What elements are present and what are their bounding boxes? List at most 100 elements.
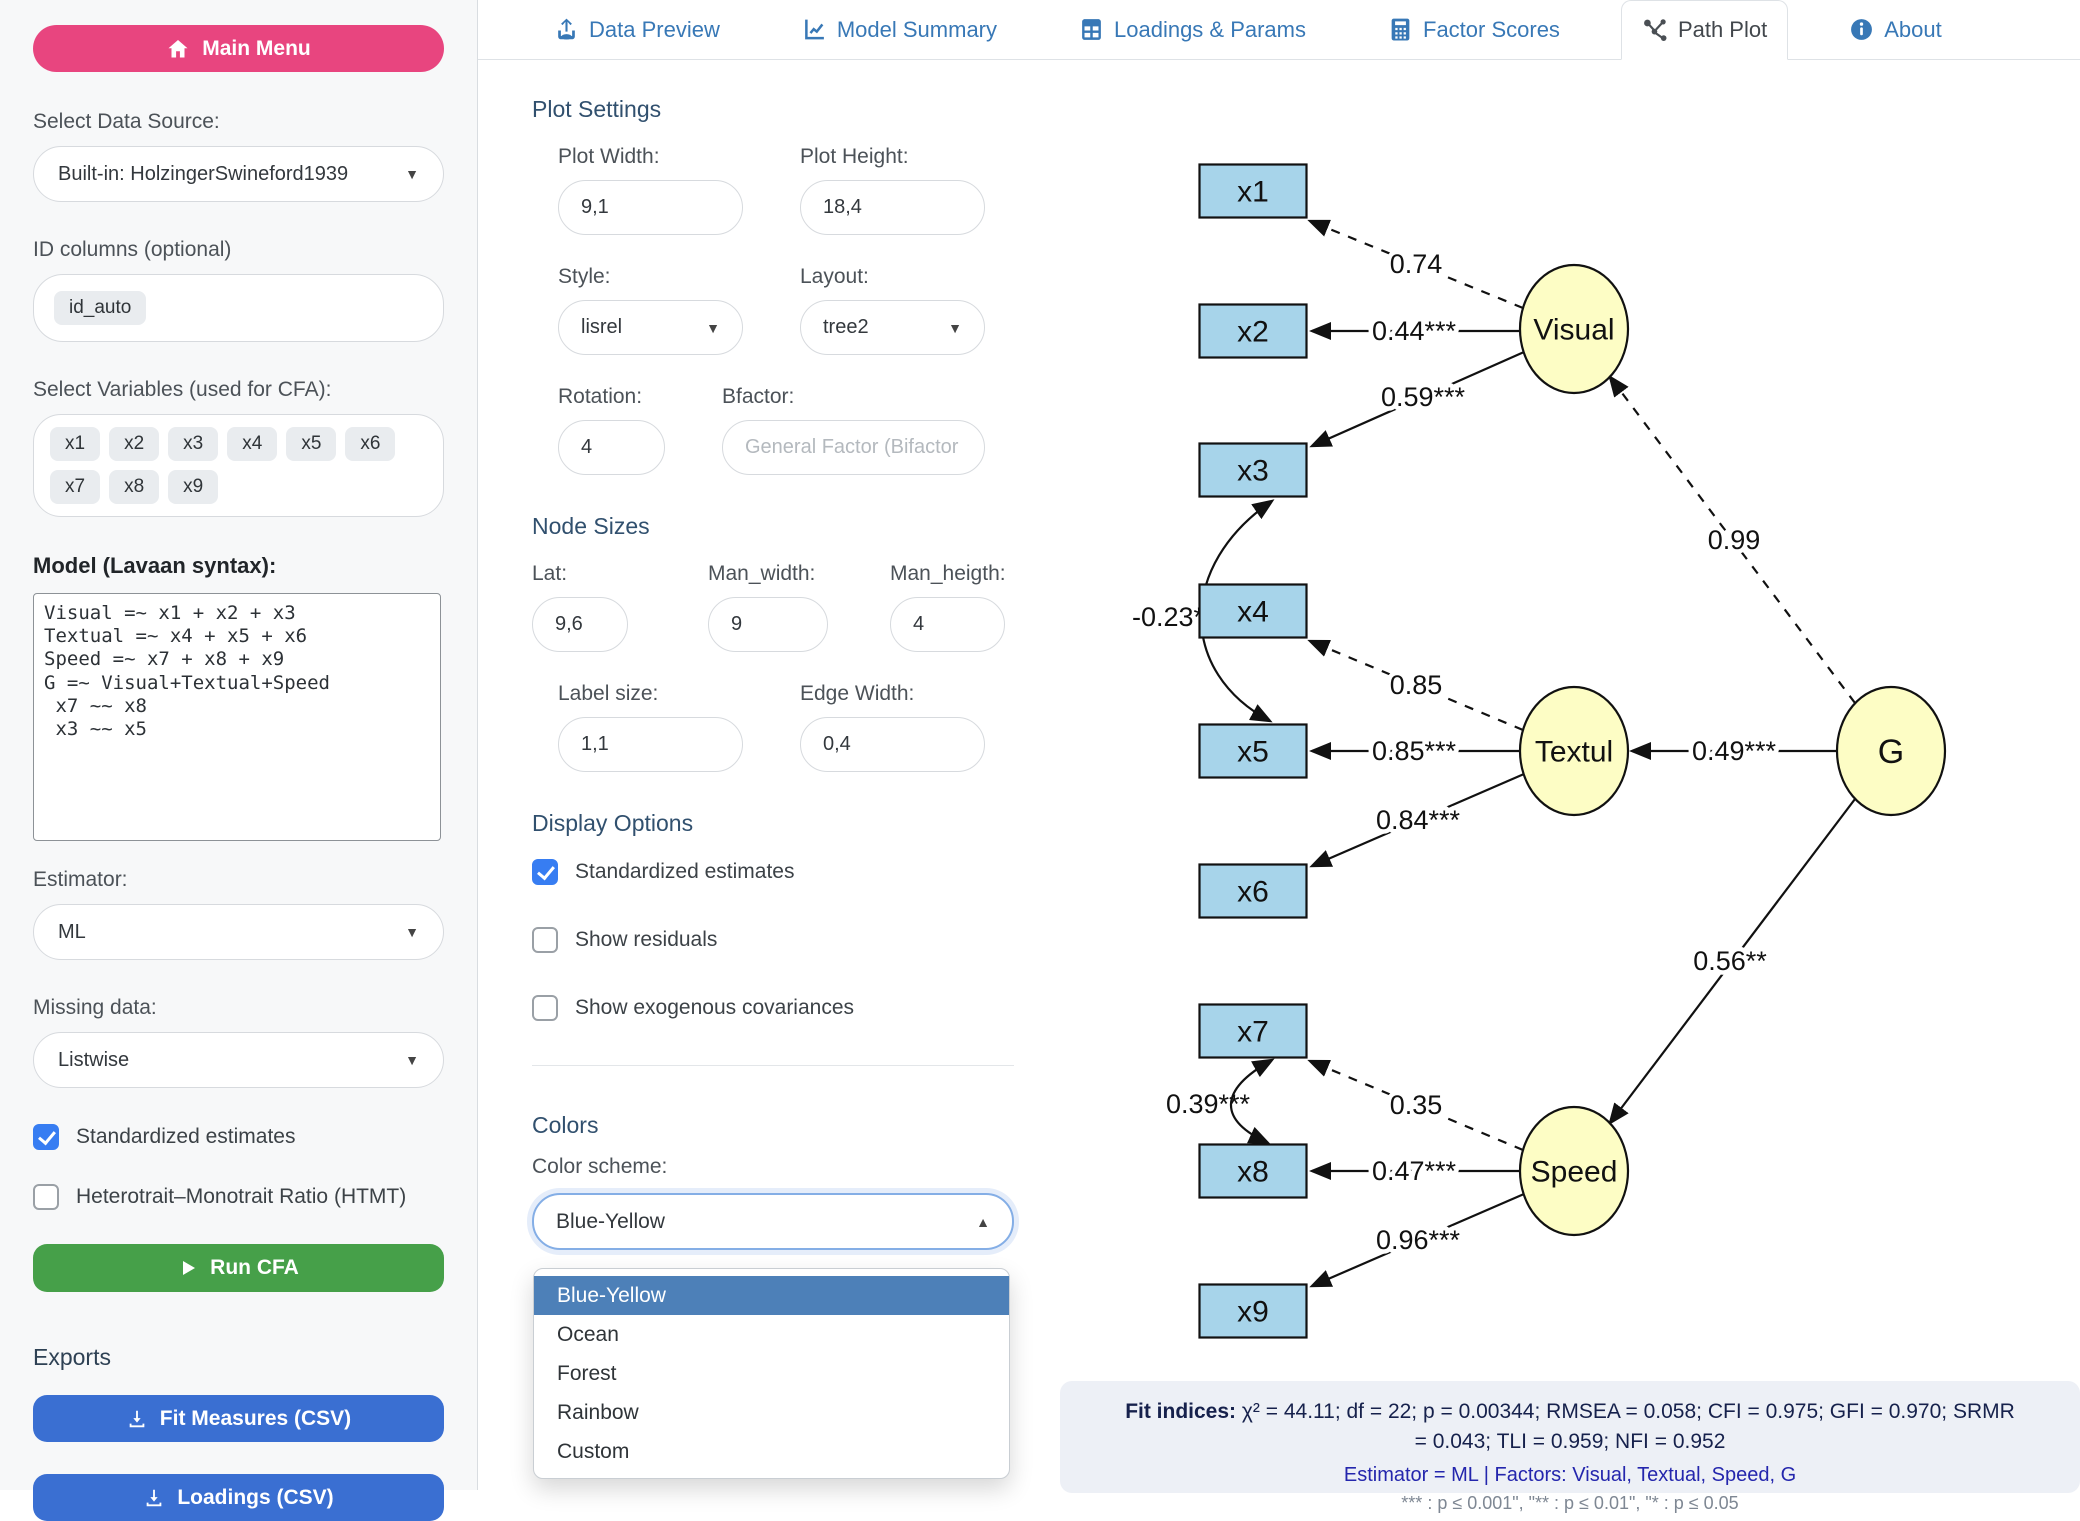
scheme-option-blue-yellow[interactable]: Blue-Yellow — [534, 1276, 1009, 1315]
missing-data-select[interactable]: Listwise ▼ — [33, 1032, 444, 1088]
edge-width-input[interactable] — [800, 717, 985, 772]
variable-tag-x9[interactable]: x9 — [168, 470, 219, 504]
variable-tag-x5[interactable]: x5 — [286, 427, 337, 461]
tab-loadings-params[interactable]: Loadings & Params — [1058, 0, 1327, 59]
tab-model-summary[interactable]: Model Summary — [781, 0, 1018, 59]
data-source-select[interactable]: Built-in: HolzingerSwineford1939 ▼ — [33, 146, 444, 202]
plot-width-label: Plot Width: — [558, 145, 660, 168]
lat-label: Lat: — [532, 562, 568, 585]
variable-tag-x8[interactable]: x8 — [109, 470, 160, 504]
variables-input[interactable]: x1 x2 x3 x4 x5 x6 x7 x8 x9 — [33, 414, 444, 517]
standardized-estimates-checkbox-row[interactable]: Standardized estimates — [33, 1124, 444, 1150]
main-menu-label: Main Menu — [202, 36, 311, 60]
rotation-input[interactable] — [558, 420, 665, 475]
manifest-node-label-x5: x5 — [1237, 736, 1269, 769]
missing-data-value: Listwise — [58, 1048, 130, 1071]
plot-height-label: Plot Height: — [800, 145, 909, 168]
plot-settings-heading: Plot Settings — [532, 96, 662, 122]
scheme-option-rainbow[interactable]: Rainbow — [557, 1400, 639, 1424]
style-select[interactable]: lisrel ▼ — [558, 300, 743, 355]
lat-input[interactable] — [532, 597, 628, 652]
edge-width-label: Edge Width: — [800, 682, 915, 705]
checkbox-checked-icon[interactable] — [532, 859, 558, 885]
manifest-node-x8 — [1198, 1143, 1308, 1199]
htmt-checkbox-row[interactable]: Heterotrait–Monotrait Ratio (HTMT) — [33, 1184, 444, 1210]
tab-label: Data Preview — [589, 16, 720, 42]
show-residuals-label: Show residuals — [575, 928, 718, 951]
man-height-label: Man_heigth: — [890, 562, 1006, 585]
plot-settings-panel: Plot Settings Plot Width: Plot Height: S… — [532, 60, 1014, 1250]
man-width-input[interactable] — [708, 597, 828, 652]
path-edge-6 — [1309, 772, 1525, 868]
tab-data-preview[interactable]: Data Preview — [533, 0, 741, 59]
plot-height-input[interactable] — [800, 180, 985, 235]
checkbox-unchecked-icon[interactable] — [33, 1184, 59, 1210]
model-syntax-textarea[interactable]: Visual =~ x1 + x2 + x3 Textual =~ x4 + x… — [33, 593, 441, 841]
plot-width-input[interactable] — [558, 180, 743, 235]
tab-factor-scores[interactable]: Factor Scores — [1367, 0, 1581, 59]
scheme-option-ocean[interactable]: Ocean — [557, 1322, 619, 1346]
export-fit-measures-button[interactable]: Fit Measures (CSV) — [33, 1395, 444, 1442]
fit-estimator-text: Estimator = ML | Factors: Visual, Textua… — [1343, 1463, 1797, 1486]
export-loadings-button[interactable]: Loadings (CSV) — [33, 1474, 444, 1521]
edge-label-3: 0.99 — [1708, 525, 1761, 555]
layout-select[interactable]: tree2 ▼ — [800, 300, 985, 355]
label-size-input[interactable] — [558, 717, 743, 772]
edge-label-11: 0.96*** — [1376, 1225, 1461, 1255]
download-icon — [126, 1408, 148, 1430]
data-source-label: Select Data Source: — [33, 110, 220, 133]
estimator-label: Estimator: — [33, 868, 128, 891]
variable-tag-x7[interactable]: x7 — [50, 470, 101, 504]
chevron-down-icon: ▼ — [948, 319, 962, 336]
variable-tag-x2[interactable]: x2 — [109, 427, 160, 461]
bfactor-input[interactable] — [722, 420, 985, 475]
variable-tag-x6[interactable]: x6 — [345, 427, 396, 461]
tab-label: Model Summary — [836, 16, 997, 42]
id-columns-input[interactable]: id_auto — [33, 274, 444, 342]
color-scheme-select[interactable]: Blue-Yellow ▲ — [532, 1193, 1014, 1250]
exports-heading: Exports — [33, 1344, 111, 1370]
show-exogenous-covariances-row[interactable]: Show exogenous covariances — [532, 995, 1014, 1021]
manifest-node-label-x8: x8 — [1237, 1156, 1269, 1189]
variable-tag-x4[interactable]: x4 — [227, 427, 278, 461]
manifest-node-x9 — [1198, 1283, 1308, 1339]
man-height-input[interactable] — [890, 597, 1005, 652]
checkbox-checked-icon[interactable] — [33, 1124, 59, 1150]
scheme-option-forest[interactable]: Forest — [557, 1361, 617, 1385]
manifest-node-x3 — [1198, 442, 1308, 498]
run-cfa-button[interactable]: Run CFA — [33, 1244, 444, 1292]
variable-tag-x1[interactable]: x1 — [50, 427, 101, 461]
tab-path-plot[interactable]: Path Plot — [1620, 0, 1789, 60]
color-scheme-label: Color scheme: — [532, 1155, 668, 1178]
latent-node-label-Speed: Speed — [1531, 1156, 1618, 1189]
show-exogenous-covariances-label: Show exogenous covariances — [575, 996, 855, 1019]
section-divider — [532, 1065, 1014, 1066]
edge-label-2: 0.59*** — [1381, 382, 1466, 412]
edge-label-0: 0.74 — [1390, 249, 1443, 279]
id-tag-id_auto[interactable]: id_auto — [54, 291, 147, 325]
checkbox-unchecked-icon[interactable] — [532, 995, 558, 1021]
label-size-label: Label size: — [558, 682, 659, 705]
estimator-select[interactable]: ML ▼ — [33, 904, 444, 960]
main-menu-button[interactable]: Main Menu — [33, 25, 444, 72]
path-edge-2 — [1309, 350, 1525, 448]
estimator-value: ML — [58, 920, 86, 943]
show-residuals-row[interactable]: Show residuals — [532, 927, 1014, 953]
checkbox-unchecked-icon[interactable] — [532, 927, 558, 953]
path-edge-3 — [1608, 374, 1856, 704]
missing-data-label: Missing data: — [33, 996, 157, 1019]
standardized-estimates-option-row[interactable]: Standardized estimates — [532, 859, 1014, 885]
path-edge-4 — [1307, 639, 1524, 732]
tab-label: Factor Scores — [1423, 16, 1560, 42]
tab-about[interactable]: About — [1828, 0, 1963, 59]
manifest-node-label-x1: x1 — [1237, 176, 1269, 209]
variable-tag-x3[interactable]: x3 — [168, 427, 219, 461]
fit-indices-text: Fit indices: χ² = 44.11; df = 22; p = 0.… — [1120, 1397, 2020, 1458]
latent-node-label-Visual: Visual — [1533, 314, 1614, 347]
manifest-node-x2 — [1198, 303, 1308, 359]
sidebar: Main Menu Select Data Source: Built-in: … — [0, 0, 478, 1521]
scheme-option-custom[interactable]: Custom — [557, 1439, 630, 1463]
manifest-node-label-x3: x3 — [1237, 455, 1269, 488]
calculator-icon — [1388, 17, 1413, 42]
fit-indices-values: χ² = 44.11; df = 22; p = 0.00344; RMSEA … — [1236, 1400, 2015, 1454]
